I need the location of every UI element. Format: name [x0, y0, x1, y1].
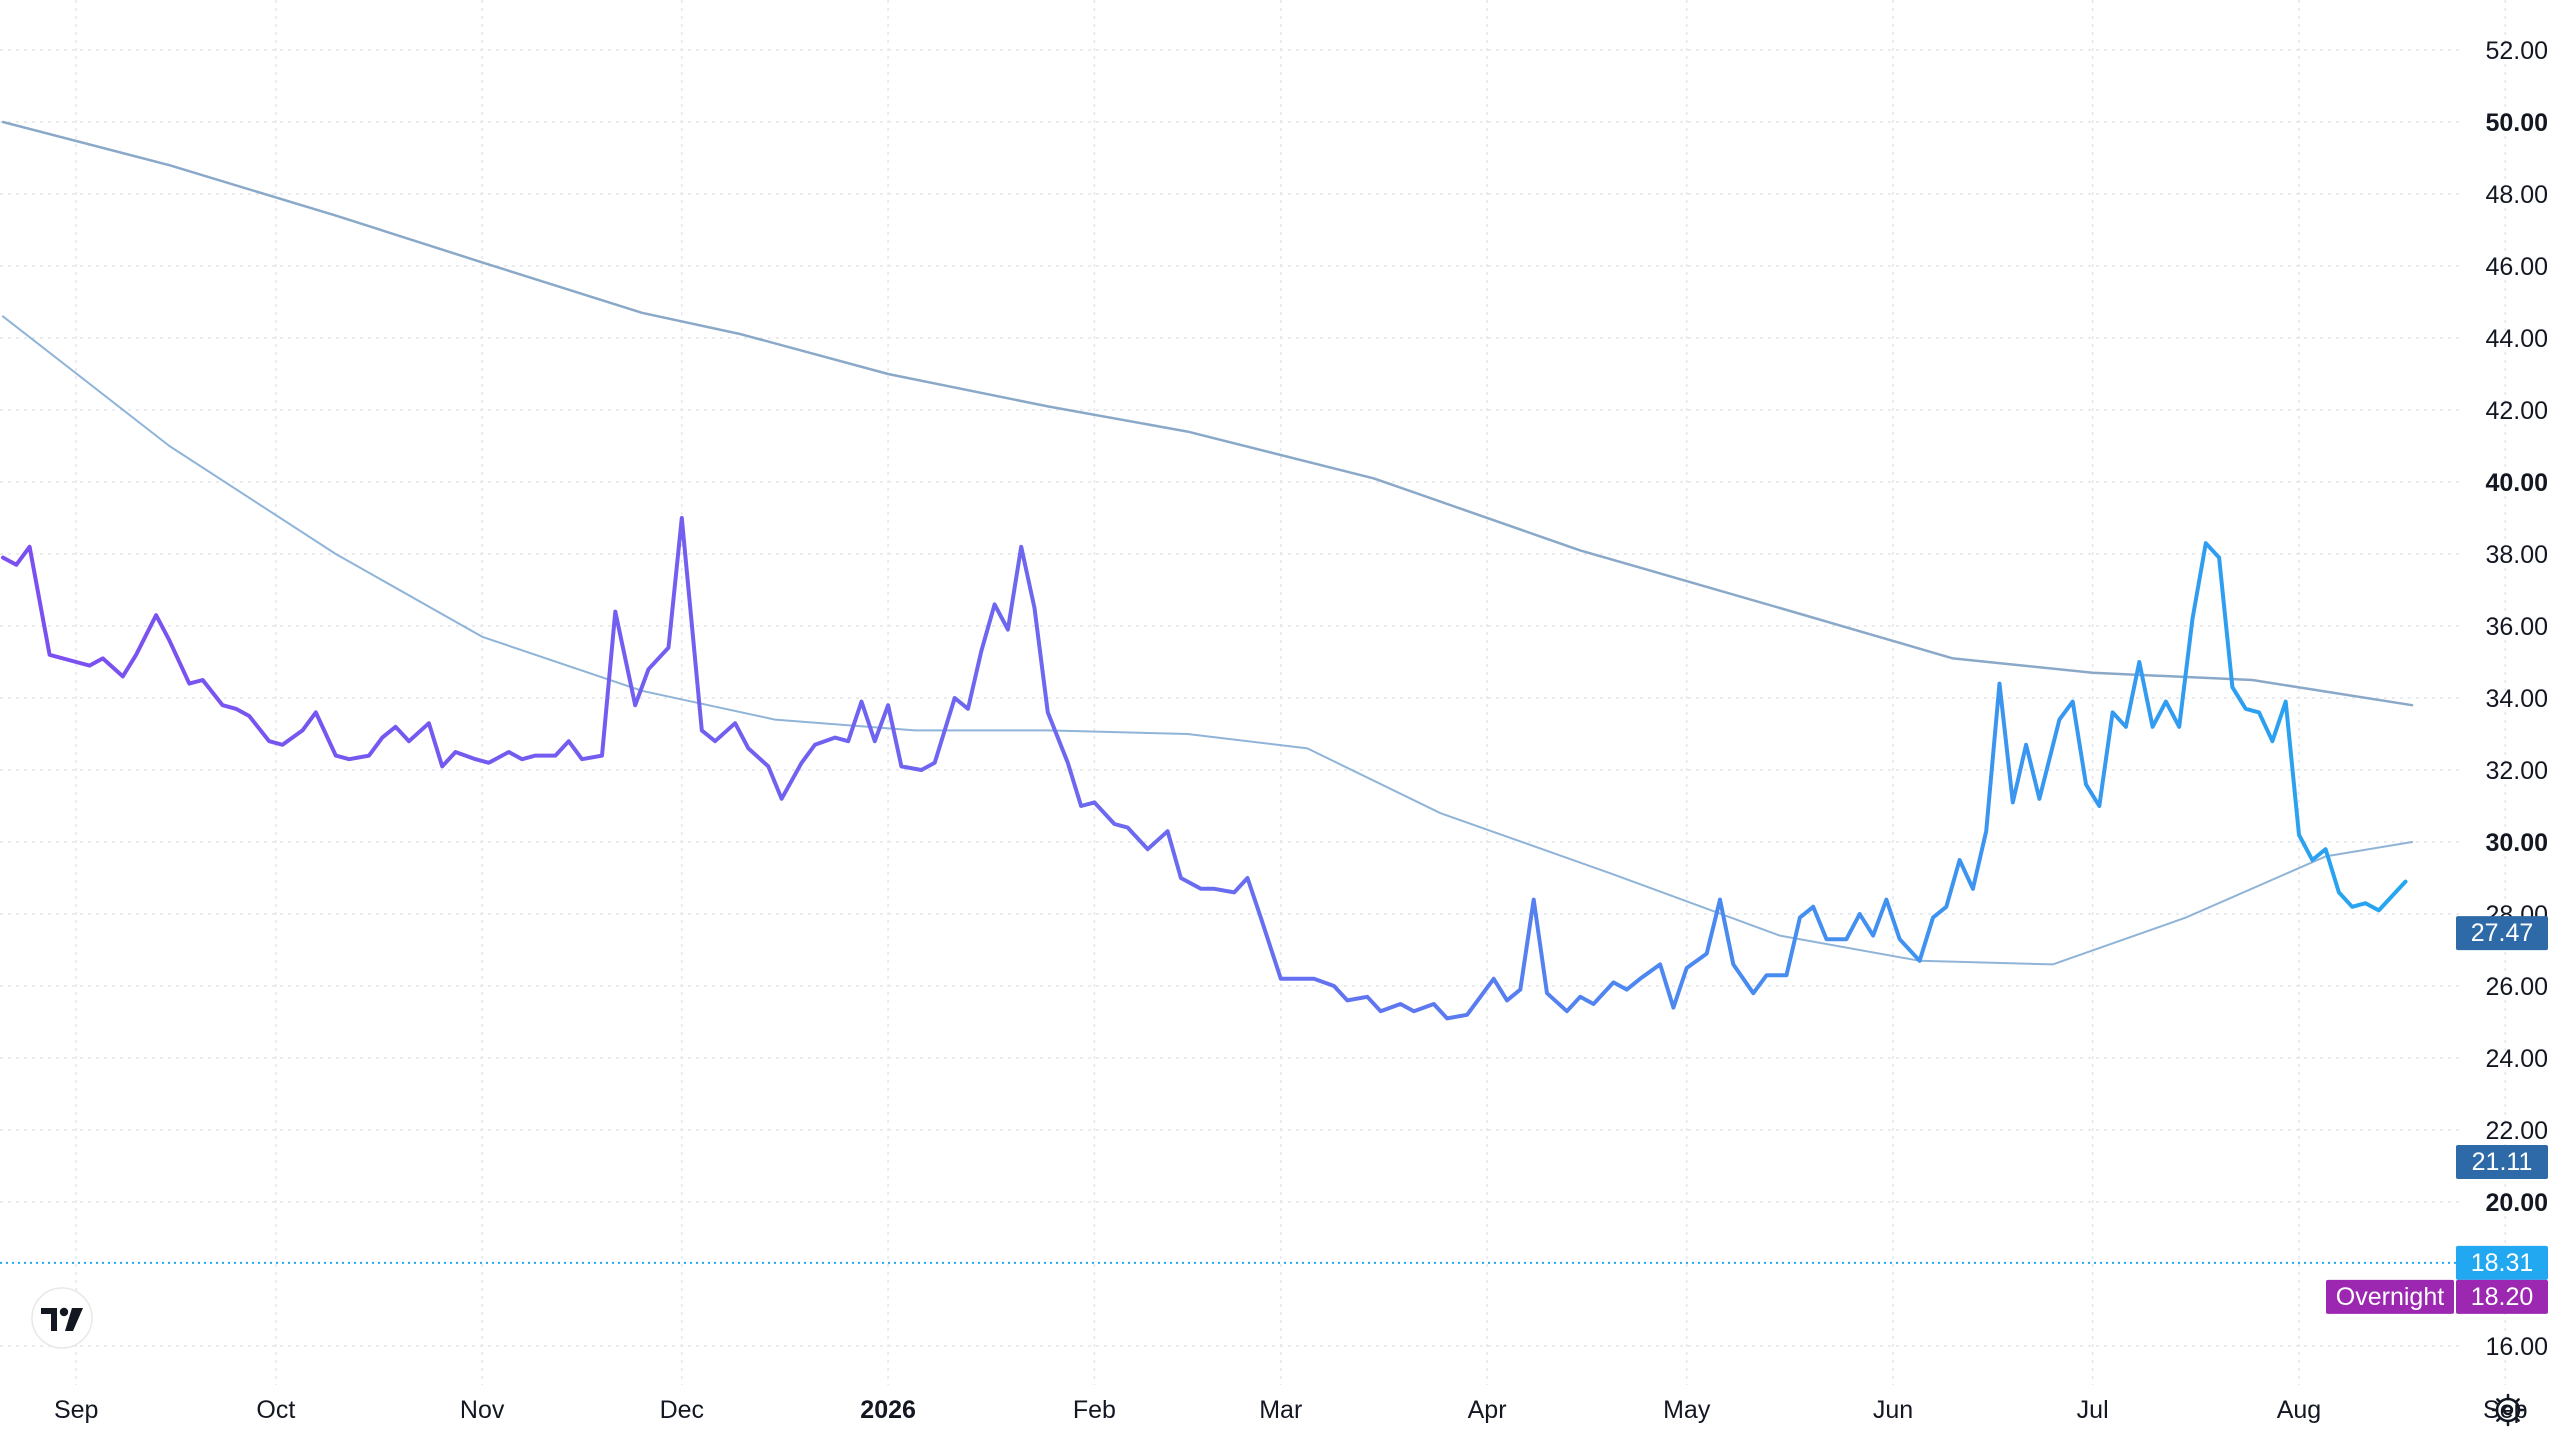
price-badge: 27.47: [2456, 916, 2548, 951]
y-tick-label: 46.00: [2485, 253, 2548, 281]
y-tick-label: 16.00: [2485, 1333, 2548, 1361]
y-tick-label: 40.00: [2485, 469, 2548, 497]
y-tick-label: 30.00: [2485, 829, 2548, 857]
y-tick-label: 26.00: [2485, 973, 2548, 1001]
x-tick-label: Mar: [1259, 1396, 1302, 1424]
series: [1, 120, 2414, 1021]
price-badge-bg: [2456, 1279, 2548, 1314]
series-line-2: [2, 315, 2414, 966]
price-badge: 18.20 Overnight: [2326, 1279, 2548, 1314]
price-badges: 27.47 21.11 18.31 18.20 Overnight: [2326, 916, 2548, 1314]
y-tick-label: 24.00: [2485, 1045, 2548, 1073]
series-line-0: [1, 516, 2408, 1021]
y-tick-label: 42.00: [2485, 397, 2548, 425]
x-tick-label: Sep: [54, 1396, 98, 1424]
price-badge-value: 18.31: [2471, 1249, 2534, 1277]
x-tick-label: Jul: [2077, 1396, 2109, 1424]
x-tick-label: Nov: [460, 1396, 505, 1424]
price-badge-value: 18.20: [2471, 1283, 2534, 1311]
price-badge-bg: [2456, 1245, 2548, 1280]
price-badge-bg: [2456, 1145, 2548, 1180]
y-tick-label: 48.00: [2485, 181, 2548, 209]
y-tick-label: 36.00: [2485, 613, 2548, 641]
x-tick-label: Apr: [1468, 1396, 1507, 1424]
price-badge-value: 27.47: [2471, 919, 2534, 947]
tradingview-logo[interactable]: [31, 1287, 93, 1349]
price-badge-bg: [2456, 916, 2548, 951]
y-tick-label: 34.00: [2485, 685, 2548, 713]
x-tick-label: Jun: [1873, 1396, 1913, 1424]
x-tick-label: Aug: [2277, 1396, 2321, 1424]
settings-gear-icon[interactable]: [2491, 1393, 2525, 1427]
overnight-tag-bg: [2326, 1279, 2454, 1314]
y-tick-label: 50.00: [2485, 109, 2548, 137]
price-badge-value: 21.11: [2472, 1148, 2533, 1176]
y-tick-label: 38.00: [2485, 541, 2548, 569]
x-tick-label: Feb: [1073, 1396, 1116, 1424]
x-tick-label: May: [1663, 1396, 1711, 1424]
y-tick-label: 22.00: [2485, 1117, 2548, 1145]
x-axis: Sep Oct Nov Dec 2026 Feb Mar Apr May Jun Jul Aug Sep: [54, 1396, 2528, 1424]
y-tick-label: 44.00: [2485, 325, 2548, 353]
x-tick-label: Dec: [660, 1396, 704, 1424]
price-badge: 18.31: [2456, 1245, 2548, 1280]
series-line-1: [1, 120, 2414, 707]
grid: [0, 0, 2507, 1385]
x-tick-label: Oct: [256, 1396, 295, 1424]
y-tick-label: 32.00: [2485, 757, 2548, 785]
y-tick-label: 20.00: [2485, 1189, 2548, 1217]
overnight-tag-label: Overnight: [2336, 1283, 2444, 1311]
x-tick-label: 2026: [860, 1396, 916, 1424]
y-tick-label: 52.00: [2485, 37, 2548, 65]
y-axis: 16.0020.0022.0024.0026.0028.0030.0032.00…: [2485, 37, 2548, 1361]
price-badge: 21.11: [2456, 1145, 2548, 1180]
